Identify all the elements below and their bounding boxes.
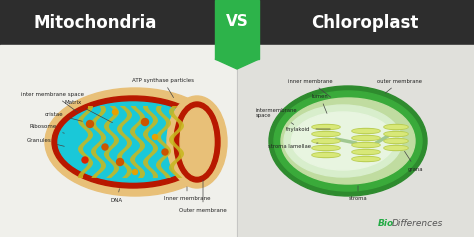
Ellipse shape [313,154,339,156]
PathPatch shape [169,106,184,178]
Ellipse shape [313,132,339,136]
Text: inner membrane: inner membrane [288,78,332,97]
PathPatch shape [156,106,171,178]
Text: Inner membrane: Inner membrane [164,187,210,201]
Ellipse shape [353,137,379,140]
Circle shape [82,157,88,163]
Bar [0,45,237,237]
Text: Mitochondria: Mitochondria [33,14,157,32]
Text: Ribosome: Ribosome [30,124,64,133]
Ellipse shape [352,150,380,155]
Circle shape [112,109,118,114]
Text: grana: grana [404,151,424,172]
PathPatch shape [130,106,145,178]
Text: ATP synthase particles: ATP synthase particles [132,77,194,98]
Text: stroma lamellae: stroma lamellae [268,143,318,149]
Ellipse shape [353,143,379,146]
Ellipse shape [174,102,220,182]
Ellipse shape [52,96,214,188]
Ellipse shape [384,132,408,137]
Ellipse shape [312,152,340,158]
Ellipse shape [313,146,339,150]
Text: DNA: DNA [111,189,123,202]
Ellipse shape [312,146,340,150]
Ellipse shape [385,140,407,142]
Ellipse shape [384,138,408,143]
Ellipse shape [385,146,407,150]
Ellipse shape [352,156,380,161]
Ellipse shape [269,86,427,196]
Circle shape [162,149,168,155]
PathPatch shape [78,106,93,178]
PathPatch shape [91,106,106,178]
PathPatch shape [117,106,132,178]
Ellipse shape [312,138,340,143]
Polygon shape [215,59,259,69]
Circle shape [86,120,93,128]
Circle shape [153,135,157,140]
Ellipse shape [292,112,394,170]
Ellipse shape [274,91,422,191]
PathPatch shape [104,106,119,178]
Text: outer membrane: outer membrane [377,78,422,93]
Ellipse shape [353,158,379,160]
Ellipse shape [352,142,380,147]
Text: lumen: lumen [311,94,328,114]
Ellipse shape [180,108,214,176]
Text: Matrix: Matrix [64,100,112,123]
Text: intermembrane
space: intermembrane space [256,108,298,124]
Ellipse shape [353,150,379,154]
Text: Bio: Bio [378,219,394,228]
Ellipse shape [313,140,339,142]
Ellipse shape [384,146,408,150]
Ellipse shape [58,102,208,182]
Ellipse shape [45,88,225,196]
Ellipse shape [167,96,227,188]
Ellipse shape [384,124,408,129]
Bar [0,0,474,45]
Ellipse shape [312,124,340,129]
Ellipse shape [385,126,407,128]
Text: Outer membrane: Outer membrane [179,180,227,213]
Ellipse shape [385,132,407,136]
Ellipse shape [353,129,379,132]
PathPatch shape [143,106,158,178]
Circle shape [133,169,137,174]
Text: VS: VS [226,14,248,29]
Circle shape [142,118,148,126]
Text: thylakoid: thylakoid [286,127,330,132]
Ellipse shape [281,98,415,184]
Text: Chloroplast: Chloroplast [311,14,419,32]
Text: cristae: cristae [45,111,82,121]
Bar [215,0,259,59]
Ellipse shape [313,126,339,128]
Bar [237,45,474,237]
Text: stroma: stroma [349,186,367,201]
Circle shape [117,159,124,165]
Ellipse shape [352,128,380,133]
Text: inter membrane space: inter membrane space [21,91,84,112]
Text: Differences: Differences [392,219,443,228]
Circle shape [102,144,108,150]
Ellipse shape [312,132,340,137]
Ellipse shape [352,136,380,141]
Text: Granules: Granules [27,137,64,146]
Ellipse shape [284,105,402,177]
